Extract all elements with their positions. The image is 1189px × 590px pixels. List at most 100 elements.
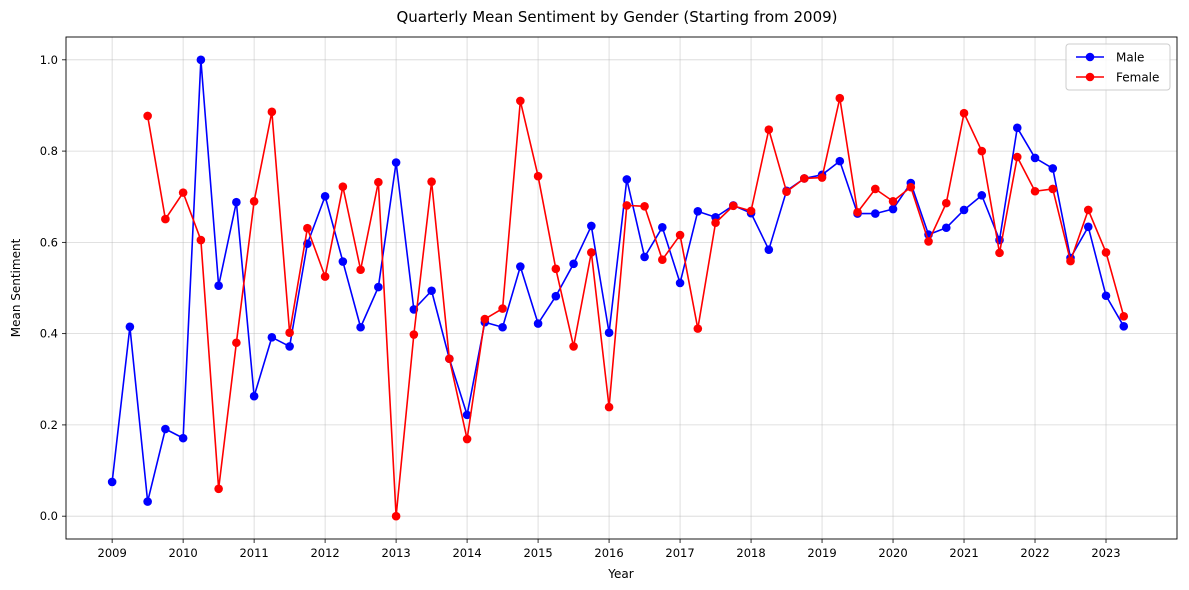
data-point-female <box>870 184 880 194</box>
data-point-female <box>303 223 312 233</box>
data-point-male <box>977 191 987 200</box>
data-point-female <box>1012 152 1022 162</box>
data-point-female <box>533 171 543 181</box>
data-point-female <box>604 402 614 412</box>
data-point-female <box>1119 311 1129 321</box>
data-point-female <box>658 255 667 265</box>
series-male <box>107 55 1129 506</box>
data-point-female <box>711 218 720 228</box>
data-point-female <box>1048 184 1058 194</box>
x-tick-label: 2013 <box>381 546 410 560</box>
x-tick-label: 2015 <box>523 546 552 560</box>
data-point-female <box>338 182 348 191</box>
chart-title: Quarterly Mean Sentiment by Gender (Star… <box>396 8 837 26</box>
plot-frame <box>65 36 1178 540</box>
data-point-female <box>320 272 330 281</box>
data-point-male <box>533 319 543 328</box>
data-point-male <box>391 158 401 167</box>
data-point-male <box>1083 222 1093 232</box>
data-point-male <box>427 286 436 296</box>
data-point-female <box>480 314 490 324</box>
x-tick-label: 2012 <box>310 546 339 560</box>
data-point-female <box>1101 248 1111 257</box>
data-point-female <box>888 196 898 206</box>
data-point-male <box>959 205 969 215</box>
series-female <box>143 93 1129 521</box>
data-point-female <box>675 230 685 240</box>
data-point-male <box>462 410 472 420</box>
data-point-female <box>995 248 1004 258</box>
data-point-female <box>817 173 827 182</box>
data-point-male <box>232 197 241 207</box>
data-point-male <box>356 322 365 332</box>
data-point-male <box>587 221 596 231</box>
data-point-male <box>941 223 951 233</box>
data-point-female <box>498 304 507 313</box>
data-point-female <box>232 338 241 348</box>
data-point-male <box>675 278 685 288</box>
data-point-female <box>800 174 809 183</box>
y-tick-label: 0.2 <box>40 418 58 432</box>
y-tick-label: 0.0 <box>40 509 58 523</box>
data-point-male <box>888 204 898 214</box>
data-point-male <box>374 282 383 292</box>
data-point-male <box>196 55 206 65</box>
data-point-male <box>1030 153 1040 163</box>
data-point-female <box>143 111 152 121</box>
data-point-male <box>870 209 880 218</box>
legend-male-label: Male <box>1116 51 1144 65</box>
data-point-female <box>1030 186 1040 196</box>
data-point-female <box>853 207 862 217</box>
x-tick-label: 2020 <box>878 546 907 560</box>
data-point-male <box>338 257 348 266</box>
data-point-male <box>1101 291 1111 301</box>
data-point-female <box>746 206 756 216</box>
data-point-male <box>569 259 578 269</box>
data-point-female <box>640 202 649 211</box>
data-point-female <box>462 434 472 444</box>
data-point-female <box>161 214 170 224</box>
data-point-female <box>196 235 206 245</box>
x-tick-label: 2011 <box>239 546 268 560</box>
legend: Male Female <box>1065 43 1171 91</box>
data-point-male <box>1048 164 1058 173</box>
data-point-female <box>445 354 454 364</box>
data-point-male <box>551 291 561 301</box>
data-point-female <box>356 265 365 275</box>
data-point-female <box>569 342 578 351</box>
x-tick-label: 2016 <box>594 546 623 560</box>
x-tick-label: 2022 <box>1020 546 1049 560</box>
data-point-male <box>1012 123 1022 133</box>
data-point-female <box>1066 256 1075 266</box>
data-point-female <box>782 187 791 197</box>
x-tick-label: 2010 <box>168 546 197 560</box>
data-point-female <box>516 96 525 106</box>
data-point-male <box>249 391 259 401</box>
data-point-male <box>498 322 507 332</box>
data-point-female <box>941 198 951 208</box>
data-point-female <box>729 201 738 211</box>
data-point-male <box>640 252 649 262</box>
data-point-male <box>214 281 223 291</box>
legend-female-marker <box>1085 72 1095 82</box>
data-point-male <box>693 207 703 216</box>
x-tick-label: 2019 <box>807 546 836 560</box>
data-point-female <box>391 511 401 521</box>
data-point-male <box>622 175 632 184</box>
x-axis-label: Year <box>607 567 633 581</box>
legend-female-label: Female <box>1116 71 1159 85</box>
y-tick-label: 1.0 <box>40 53 58 67</box>
data-point-female <box>693 324 703 333</box>
x-tick-label: 2017 <box>665 546 694 560</box>
data-point-male <box>835 156 845 166</box>
data-point-male <box>285 342 294 351</box>
data-point-female <box>374 177 383 187</box>
data-point-male <box>658 223 667 232</box>
data-point-female <box>622 201 632 210</box>
data-point-female <box>551 264 561 274</box>
data-point-female <box>764 125 774 134</box>
data-point-female <box>267 107 277 117</box>
data-point-male <box>107 477 117 487</box>
y-axis-label: Mean Sentiment <box>9 238 23 337</box>
